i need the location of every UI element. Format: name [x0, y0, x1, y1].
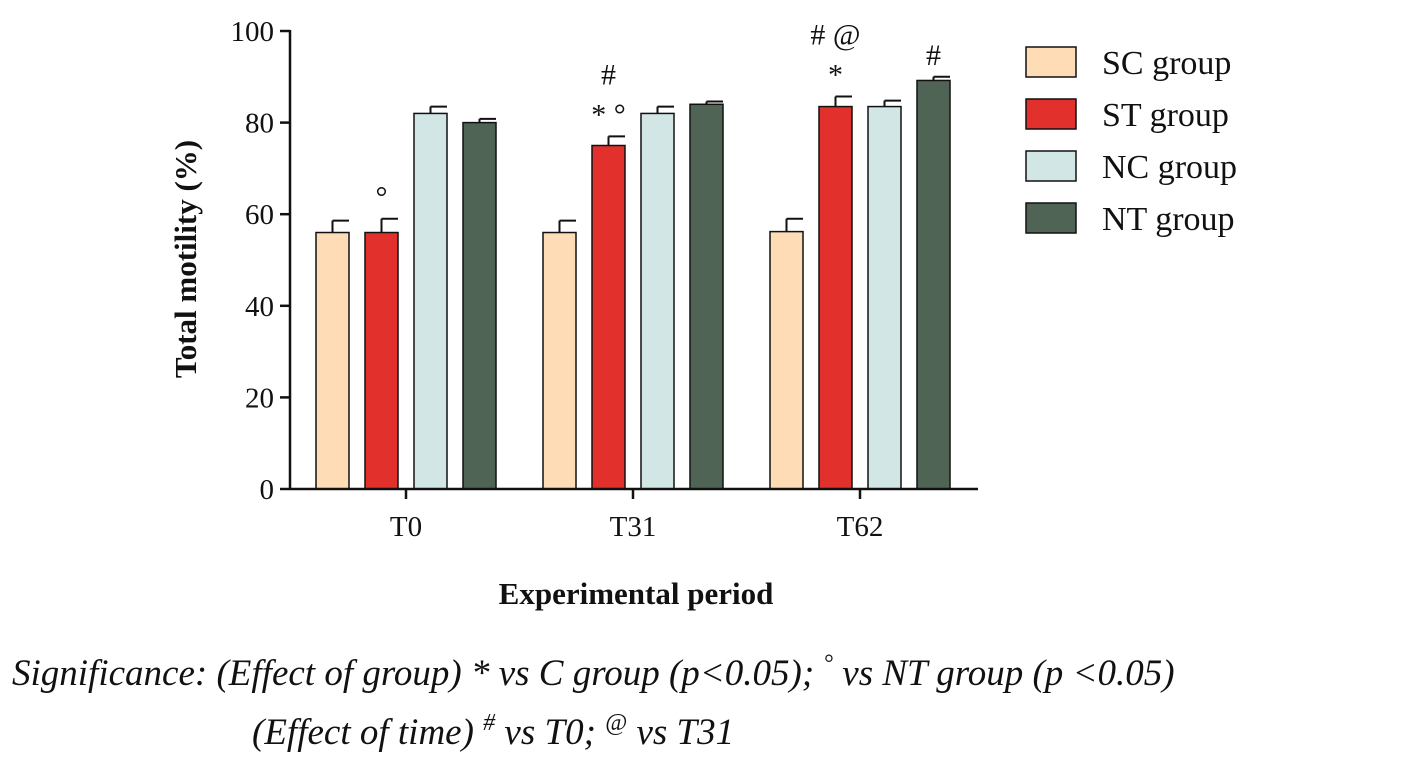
bar — [462, 121, 497, 490]
legend-label: NC group — [1102, 149, 1237, 186]
footnote-hash-symbol: # — [483, 710, 496, 736]
y-tick-label: 100 — [231, 16, 275, 48]
legend: SC group ST group NC group NT group — [1025, 45, 1237, 238]
bar-chart: 0 20 40 60 80 100 T0 T31 T62 ° # * ° # @ * # SC grou… — [168, 16, 1237, 611]
significance-marker: # — [926, 39, 941, 72]
footnote-group-intro: Significance: (Effect of group) — [12, 653, 471, 694]
bar — [689, 103, 724, 490]
y-axis: 0 20 40 60 80 100 — [231, 16, 292, 506]
legend-swatch — [1025, 98, 1077, 130]
y-axis-title: Total motility (%) — [168, 140, 203, 378]
x-axis: T0 T31 T62 — [290, 487, 978, 543]
footnote-at-symbol: @ — [605, 710, 628, 736]
x-tick-label: T0 — [390, 511, 422, 543]
footnote-degree-symbol: ° — [823, 651, 834, 677]
bar — [364, 231, 399, 490]
bars — [315, 75, 951, 490]
footnote-group-degree: vs NT group (p <0.05) — [833, 653, 1175, 694]
legend-swatch — [1025, 46, 1077, 78]
footnote-time-hash: vs T0; — [495, 712, 606, 753]
legend-label: ST group — [1102, 97, 1229, 134]
legend-label: NT group — [1102, 201, 1235, 238]
footnote-time-at: vs T31 — [627, 712, 735, 753]
bar — [640, 112, 675, 490]
legend-label: SC group — [1102, 45, 1231, 82]
significance-annotations: ° # * ° # @ * # — [376, 18, 942, 213]
significance-marker: # @ — [810, 18, 860, 51]
significance-marker: ° — [376, 181, 388, 214]
bar — [413, 112, 448, 490]
y-tick-label: 80 — [245, 108, 274, 140]
footnote-line-1: Significance: (Effect of group) * vs C g… — [12, 652, 1175, 695]
y-tick-label: 0 — [260, 474, 275, 506]
footnote-time-intro: (Effect of time) — [252, 712, 484, 753]
y-tick-label: 40 — [245, 291, 274, 323]
significance-marker: # — [601, 58, 616, 91]
legend-swatch — [1025, 202, 1077, 234]
bar — [867, 105, 902, 490]
legend-swatch — [1025, 150, 1077, 182]
bar — [818, 105, 853, 490]
footnote-group-star: * vs C group (p<0.05); — [470, 653, 824, 694]
y-tick-label: 60 — [245, 199, 274, 231]
bar — [591, 144, 626, 490]
bar — [315, 231, 350, 490]
bar — [542, 231, 577, 490]
x-axis-title: Experimental period — [499, 576, 774, 611]
footnote-line-2: (Effect of time) # vs T0; @ vs T31 — [252, 711, 734, 754]
x-tick-label: T31 — [610, 511, 657, 543]
significance-marker: * ° — [591, 98, 626, 131]
significance-marker: * — [828, 58, 843, 91]
x-tick-label: T62 — [837, 511, 884, 543]
bar — [769, 230, 804, 490]
y-tick-label: 20 — [245, 382, 274, 414]
bar — [916, 79, 951, 490]
